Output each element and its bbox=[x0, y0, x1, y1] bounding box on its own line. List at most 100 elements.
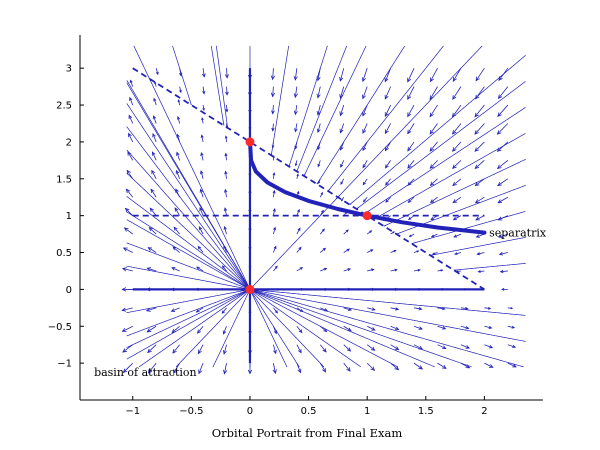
vector-arrow-head bbox=[198, 369, 203, 375]
vector-arrow-head bbox=[475, 94, 480, 100]
x-tick-label: 1 bbox=[364, 406, 370, 417]
x-axis-label: Orbital Portrait from Final Exam bbox=[212, 426, 403, 440]
vector-arrow-head bbox=[149, 207, 154, 213]
vector-arrow-head bbox=[451, 129, 457, 135]
vector-arrow bbox=[226, 105, 228, 112]
vector-arrow-head bbox=[155, 71, 159, 76]
vector-arrow bbox=[179, 86, 182, 93]
vector-arrow bbox=[317, 160, 321, 167]
trajectory bbox=[126, 242, 133, 246]
vector-arrow bbox=[317, 104, 321, 116]
vector-arrow-head bbox=[407, 77, 412, 83]
vector-arrow bbox=[340, 160, 345, 168]
trajectory bbox=[126, 82, 180, 172]
vector-arrow bbox=[273, 363, 276, 374]
vector-arrow-head bbox=[340, 164, 344, 168]
vector-arrow-head bbox=[384, 146, 389, 152]
vector-arrow bbox=[122, 307, 133, 311]
vector-arrow bbox=[296, 247, 302, 253]
vector-arrow bbox=[437, 362, 447, 369]
vector-arrow-head bbox=[293, 110, 298, 116]
trajectory bbox=[179, 68, 192, 106]
vector-arrow bbox=[343, 248, 350, 253]
vector-arrow bbox=[497, 123, 509, 135]
vector-arrow-head bbox=[225, 91, 229, 96]
vector-arrow bbox=[413, 362, 423, 370]
x-tick-label: 1.5 bbox=[418, 406, 434, 417]
vector-arrow bbox=[390, 269, 398, 272]
vector-arrow-head bbox=[270, 92, 276, 98]
vector-arrow-head bbox=[221, 265, 226, 269]
fixed-point-marker bbox=[245, 284, 255, 294]
trajectory bbox=[484, 237, 526, 246]
vector-arrow-head bbox=[345, 229, 349, 233]
trajectory bbox=[453, 266, 485, 271]
vector-arrow-head bbox=[148, 227, 154, 232]
vector-arrow bbox=[171, 307, 180, 312]
vector-arrow-head bbox=[172, 246, 177, 251]
vector-arrow bbox=[452, 104, 462, 117]
trajectory bbox=[249, 289, 485, 334]
vector-arrow-head bbox=[371, 307, 376, 311]
vector-arrow bbox=[273, 208, 276, 216]
vector-arrow-head bbox=[153, 97, 157, 102]
vector-arrow bbox=[126, 170, 134, 180]
vector-arrow-head bbox=[224, 74, 229, 79]
vector-arrow bbox=[363, 196, 368, 202]
trajectory bbox=[337, 67, 462, 198]
vector-arrow bbox=[128, 133, 134, 143]
trajectory bbox=[484, 81, 526, 113]
vector-arrow bbox=[122, 268, 133, 272]
trajectory bbox=[133, 45, 145, 69]
vector-arrow-head bbox=[199, 170, 204, 175]
trajectory bbox=[249, 289, 356, 364]
vector-arrow bbox=[149, 207, 157, 216]
trajectory bbox=[172, 45, 180, 69]
vector-arrow-head bbox=[201, 117, 204, 121]
vector-arrow-head bbox=[273, 349, 277, 355]
vector-arrow bbox=[385, 196, 391, 203]
vector-arrow-head bbox=[384, 129, 389, 135]
vector-arrow bbox=[431, 233, 438, 238]
trajectory bbox=[249, 252, 286, 290]
trajectory bbox=[356, 112, 485, 210]
vector-arrow-head bbox=[430, 234, 435, 238]
vector-arrow-head bbox=[323, 328, 328, 333]
x-tick-label: 0.5 bbox=[301, 406, 317, 417]
vector-arrow-head bbox=[418, 326, 423, 330]
vector-arrow-head bbox=[173, 226, 178, 231]
trajectory bbox=[126, 311, 204, 348]
trajectory bbox=[126, 355, 133, 360]
vector-arrow-head bbox=[151, 169, 156, 175]
vector-arrow bbox=[497, 160, 509, 169]
vector-arrow bbox=[273, 307, 278, 314]
vector-arrow bbox=[385, 178, 391, 186]
vector-arrow-head bbox=[222, 330, 227, 335]
vector-arrow-head bbox=[453, 234, 458, 238]
trajectory bbox=[249, 289, 461, 364]
vector-arrow-head bbox=[347, 268, 352, 272]
vector-arrow bbox=[198, 362, 204, 374]
vector-arrow bbox=[340, 123, 345, 133]
vector-arrow bbox=[390, 344, 399, 350]
trajectory bbox=[288, 68, 321, 167]
vector-arrow-head bbox=[146, 267, 152, 272]
vector-arrow-head bbox=[475, 76, 480, 82]
vector-arrow bbox=[198, 226, 204, 235]
vector-arrow-head bbox=[297, 349, 302, 354]
vector-arrow bbox=[390, 307, 399, 310]
vector-arrow-head bbox=[340, 181, 344, 185]
vector-arrow-head bbox=[475, 216, 480, 221]
trajectory bbox=[460, 362, 472, 368]
vector-arrow-head bbox=[297, 227, 301, 231]
vector-arrow-head bbox=[199, 188, 204, 193]
vector-arrow-head bbox=[489, 364, 494, 368]
vector-arrow-head bbox=[363, 199, 366, 203]
y-tick-label: 3 bbox=[66, 64, 72, 75]
vector-arrow-head bbox=[222, 350, 227, 355]
y-tick-label: 0.5 bbox=[56, 248, 72, 259]
trajectory bbox=[132, 134, 251, 290]
vector-arrow-head bbox=[430, 77, 434, 83]
trajectory bbox=[214, 289, 251, 364]
vector-arrow bbox=[507, 325, 515, 329]
